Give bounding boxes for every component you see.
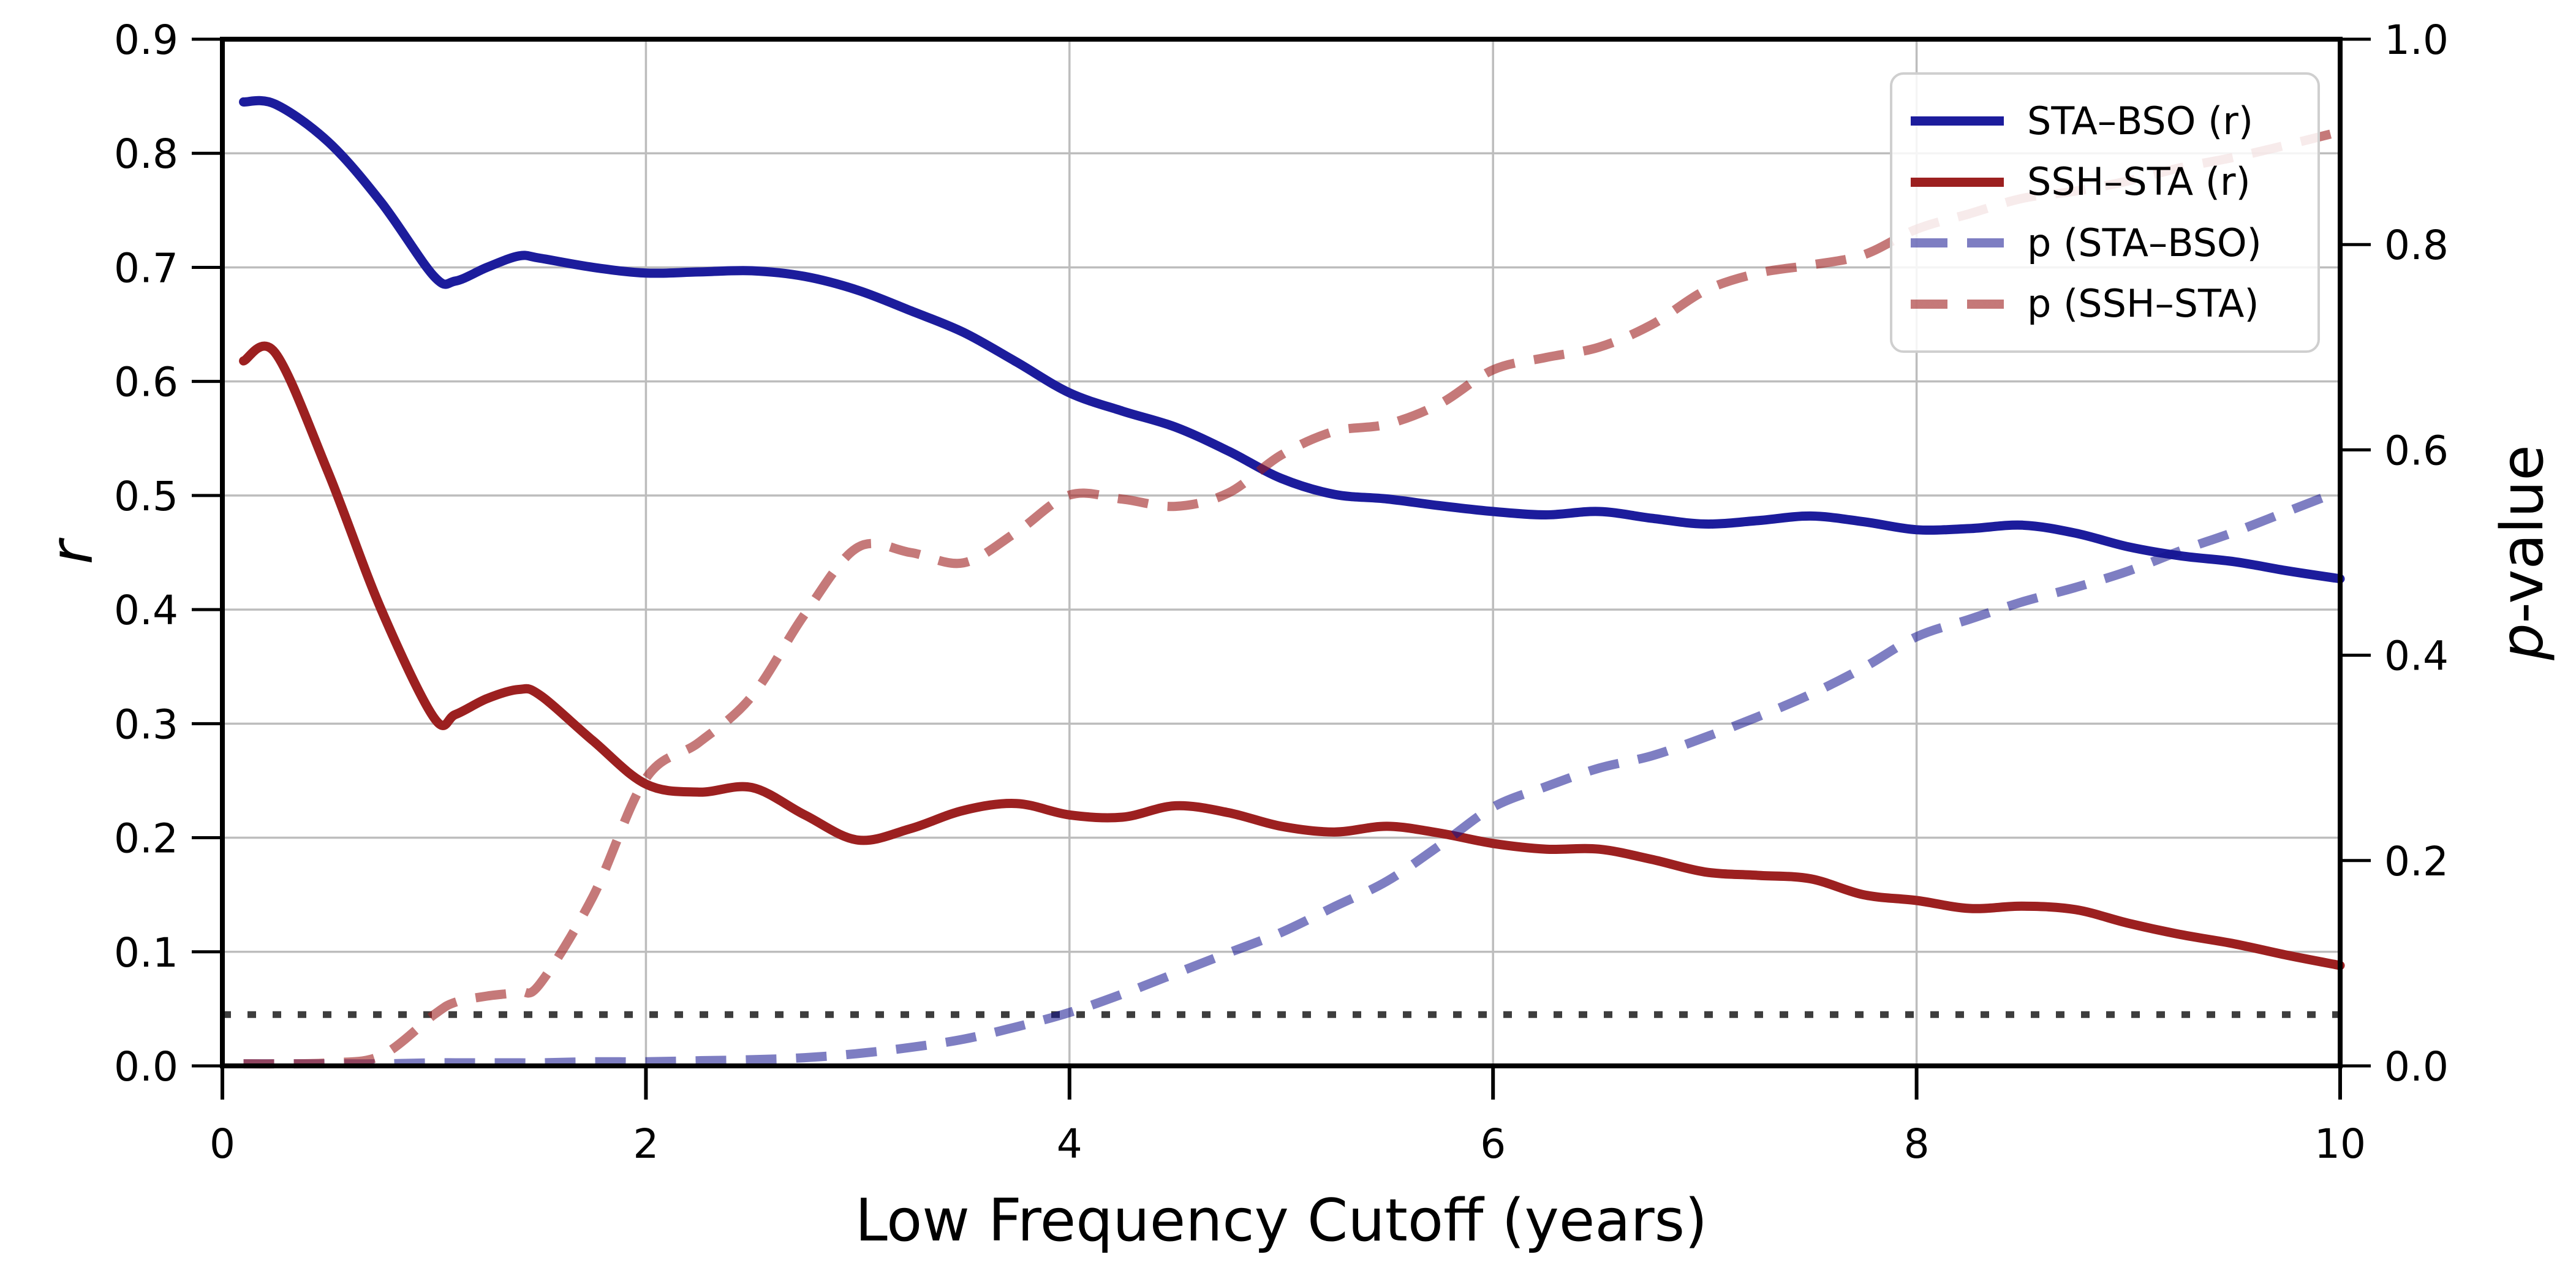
line-p-sta-bso — [243, 486, 2342, 1069]
y-left-tick-label: 0.6 — [114, 359, 178, 406]
y-axis-label-right: p-value — [2489, 445, 2556, 661]
legend-item-p-sta-bso: p (STA–BSO) — [1911, 224, 2303, 262]
y-left-tick-label: 0.0 — [114, 1043, 178, 1090]
y-left-tick-label: 0.2 — [114, 815, 178, 863]
legend-line-sample-ssh-sta-r — [1911, 177, 2004, 187]
y-left-tick-label: 0.5 — [114, 473, 178, 520]
y-left-tick-label: 0.4 — [114, 587, 178, 634]
legend-item-ssh-sta-r: SSH–STA (r) — [1911, 163, 2303, 201]
legend-line-sample-p-ssh-sta — [1911, 299, 2004, 309]
y-right-tick-label: 1.0 — [2384, 17, 2449, 64]
axis-ticks — [192, 37, 2371, 1100]
legend-label: p (STA–BSO) — [2027, 220, 2262, 265]
y-left-tick-label: 0.9 — [114, 17, 178, 64]
y-left-tick-label: 0.8 — [114, 130, 178, 178]
y-right-tick-label: 0.0 — [2384, 1043, 2449, 1090]
x-tick-label: 0 — [210, 1120, 235, 1168]
legend-item-sta-bso-r: STA–BSO (r) — [1911, 102, 2303, 140]
legend-label: p (SSH–STA) — [2027, 281, 2259, 327]
y-right-tick-label: 0.6 — [2384, 427, 2449, 474]
axis-tick-labels: 0.0 0.1 0.2 0.3 0.4 0.5 0.6 0.7 0.8 0.9 0.0 0.2 0.4 0… — [114, 17, 2449, 1168]
y-axis-label-left: r — [39, 538, 106, 565]
x-tick-label: 4 — [1057, 1120, 1082, 1168]
legend-label: STA–BSO (r) — [2027, 98, 2254, 143]
legend: STA–BSO (r) SSH–STA (r) p (STA–BSO) p (S… — [1890, 72, 2320, 353]
y-right-tick-label: 0.4 — [2384, 633, 2449, 680]
x-tick-label: 10 — [2314, 1120, 2366, 1168]
y-left-tick-label: 0.7 — [114, 244, 178, 292]
y-right-tick-label: 0.2 — [2384, 838, 2449, 885]
line-sta-bso-r — [239, 96, 2345, 584]
plot-border — [220, 37, 2343, 1068]
x-tick-label: 6 — [1480, 1120, 1506, 1168]
x-tick-label: 2 — [633, 1120, 659, 1168]
x-axis-label: Low Frequency Cutoff (years) — [855, 1187, 1707, 1255]
line-ssh-sta-r — [239, 341, 2345, 970]
legend-label: SSH–STA (r) — [2027, 159, 2251, 205]
legend-item-p-ssh-sta: p (SSH–STA) — [1911, 285, 2303, 323]
legend-line-sample-sta-bso-r — [1911, 116, 2004, 126]
y-left-tick-label: 0.1 — [114, 929, 178, 976]
y-right-tick-label: 0.8 — [2384, 222, 2449, 269]
legend-line-sample-p-sta-bso — [1911, 238, 2004, 248]
y-left-tick-label: 0.3 — [114, 701, 178, 748]
x-tick-label: 8 — [1904, 1120, 1930, 1168]
